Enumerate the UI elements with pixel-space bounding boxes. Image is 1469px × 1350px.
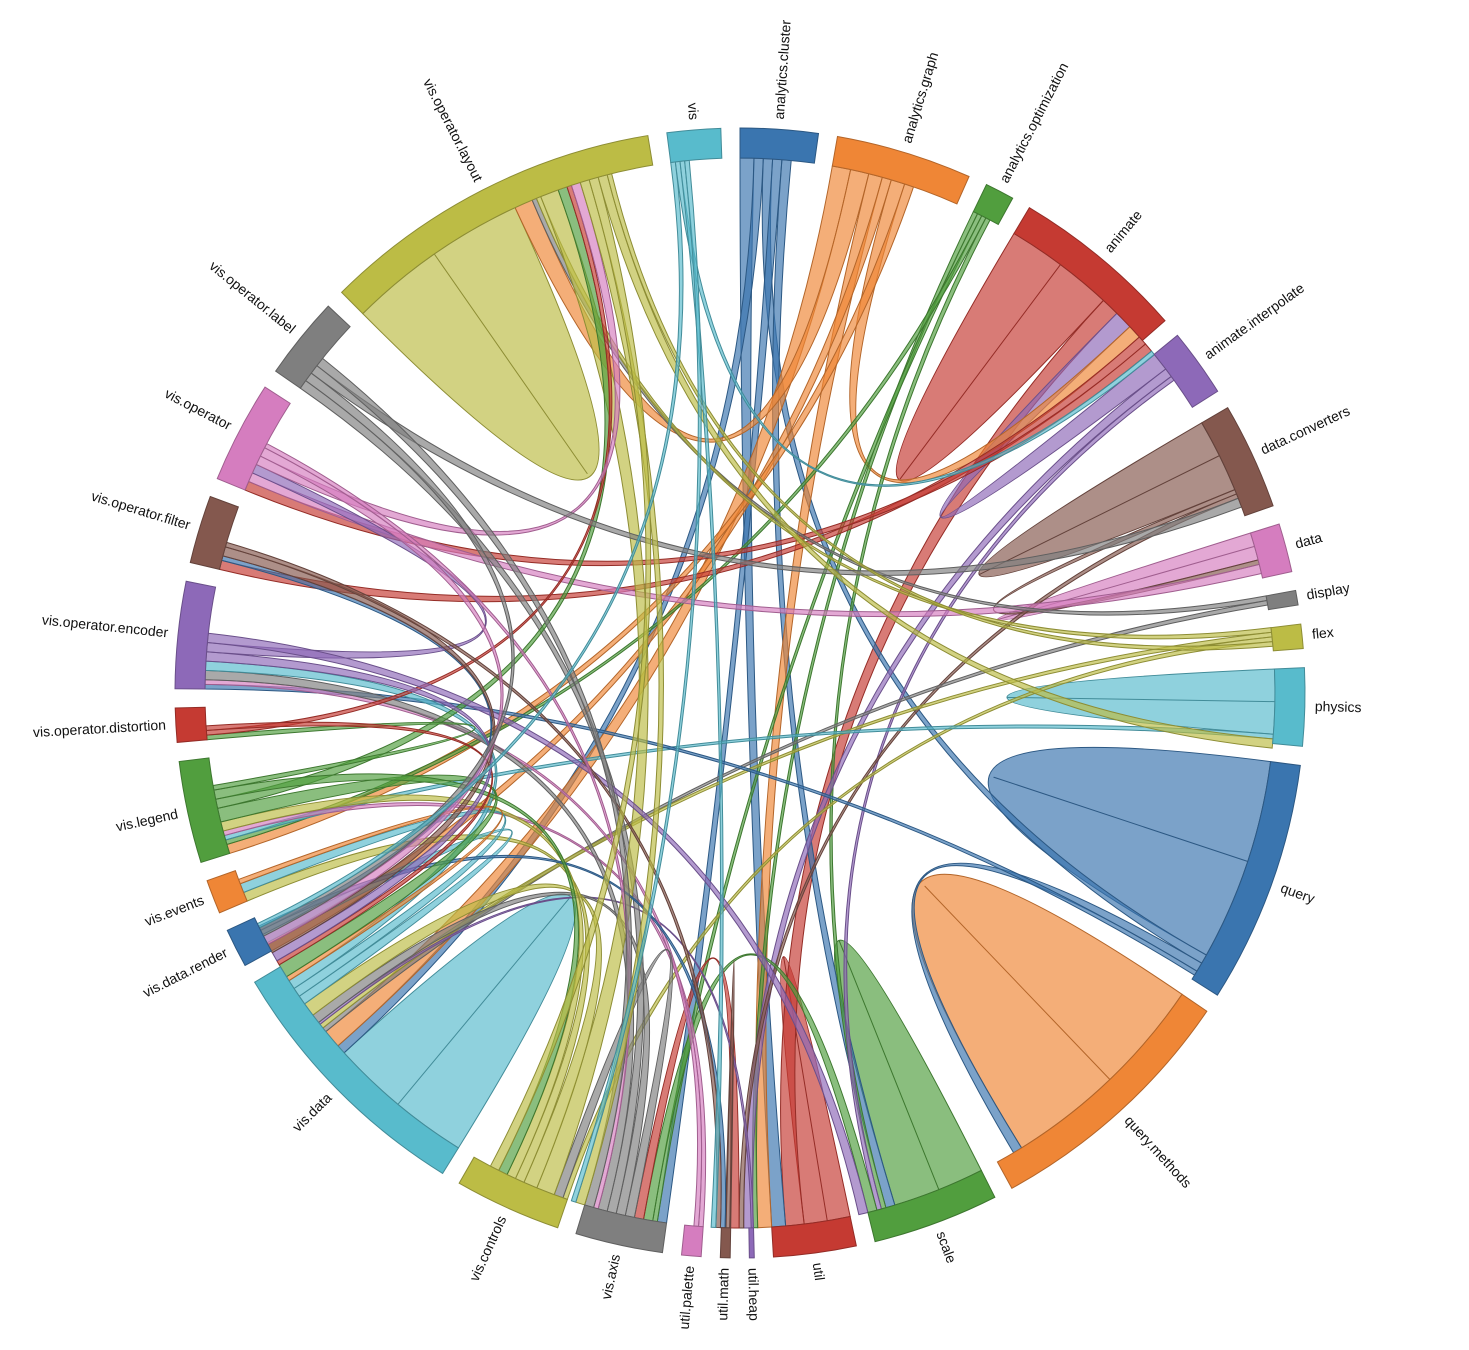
group-label: animate <box>1101 207 1145 256</box>
group-label: vis.data.render <box>140 944 230 1000</box>
group-label: animate.interpolate <box>1201 280 1307 363</box>
group-label: vis.data <box>289 1089 335 1134</box>
group-arcs <box>174 127 1306 1259</box>
group-label: data <box>1293 529 1324 552</box>
group-arc <box>996 993 1208 1189</box>
group-arc <box>1272 667 1306 747</box>
group-label: util <box>810 1262 828 1282</box>
group-arc <box>1270 623 1304 652</box>
ribbon <box>738 493 1239 1229</box>
group-label: physics <box>1315 698 1362 715</box>
group-arc <box>1153 334 1219 408</box>
group-arc <box>174 580 217 690</box>
ribbon <box>751 210 979 1229</box>
group-arc <box>1265 589 1299 611</box>
group-label: flex <box>1311 624 1334 642</box>
ribbon <box>205 651 493 962</box>
group-arc <box>867 1169 996 1243</box>
group-arc <box>748 1227 755 1259</box>
group-arc <box>458 1156 568 1229</box>
group-arc <box>1201 406 1274 517</box>
ribbon <box>205 721 493 966</box>
ribbon <box>570 159 702 1203</box>
group-arc <box>1191 761 1301 996</box>
group-label: util.heap <box>745 1268 762 1321</box>
group-label: vis.operator.distortion <box>33 717 167 741</box>
group-arc <box>771 1215 857 1258</box>
ribbon <box>674 160 1156 487</box>
group-arc <box>174 706 208 743</box>
ribbon <box>679 160 724 1228</box>
group-label: vis.operator.encoder <box>41 611 169 640</box>
group-arc <box>666 127 723 164</box>
group-arc <box>719 1227 732 1259</box>
group-label: analytics.optimization <box>996 60 1071 186</box>
group-arc <box>680 1224 704 1258</box>
group-arc <box>226 917 273 967</box>
ribbon <box>258 372 515 937</box>
group-arc <box>972 183 1014 226</box>
group-arc <box>253 966 460 1175</box>
group-arc <box>575 1204 668 1254</box>
group-label: vis.axis <box>598 1253 623 1301</box>
group-arc <box>340 134 654 315</box>
group-arc <box>206 870 248 914</box>
ribbon <box>224 541 722 1229</box>
group-label: vis.operator.layout <box>420 76 486 185</box>
group-label: vis.controls <box>466 1213 509 1283</box>
group-label: util.palette <box>676 1265 697 1330</box>
group-arc <box>178 757 231 864</box>
group-arc <box>274 305 351 389</box>
group-label: data.converters <box>1258 402 1352 457</box>
group-arc <box>189 495 240 571</box>
group-label: vis.operator.filter <box>89 488 192 533</box>
group-label: util.math <box>714 1268 731 1321</box>
group-label: query <box>1279 879 1317 906</box>
group-label: analytics.graph <box>899 50 942 145</box>
group-label: vis <box>685 102 702 120</box>
group-label: display <box>1305 579 1351 602</box>
group-arc <box>739 127 820 164</box>
group-arc <box>216 386 291 491</box>
group-label: vis.operator.label <box>206 258 298 337</box>
group-label: query.methods <box>1122 1112 1195 1191</box>
group-label: analytics.cluster <box>771 19 794 120</box>
group-label: vis.legend <box>114 805 179 834</box>
group-label: vis.operator <box>162 385 235 433</box>
group-label: scale <box>933 1229 959 1265</box>
group-arc <box>831 135 970 205</box>
group-arc <box>1249 523 1293 579</box>
ribbons <box>204 157 1276 1229</box>
group-label: vis.events <box>142 892 206 929</box>
group-arc <box>1013 207 1166 342</box>
ribbon <box>939 312 1167 519</box>
